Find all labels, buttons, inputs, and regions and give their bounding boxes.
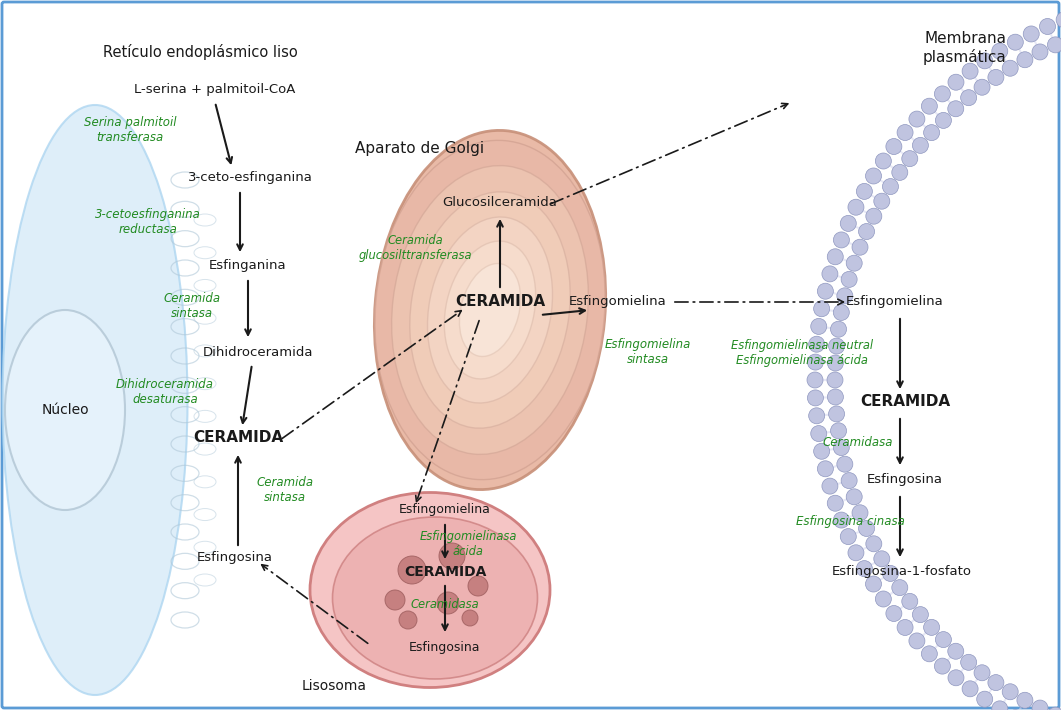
Text: Dihidroceramida: Dihidroceramida [203,346,313,359]
Text: Esfingosina: Esfingosina [197,552,273,564]
Circle shape [856,183,872,200]
Circle shape [1047,37,1061,53]
Circle shape [875,153,891,169]
Circle shape [817,461,833,477]
Circle shape [947,75,964,90]
Circle shape [817,283,833,299]
Circle shape [808,337,824,352]
Circle shape [909,111,925,127]
Circle shape [468,576,488,596]
Text: Esfingomielina: Esfingomielina [569,295,667,309]
Text: Esfingomielinasa neutral
Esfingomielinasa ácida: Esfingomielinasa neutral Esfingomielinas… [731,339,873,367]
Circle shape [947,670,964,686]
Circle shape [831,321,847,337]
Circle shape [837,288,853,304]
Text: Retículo endoplásmico liso: Retículo endoplásmico liso [103,44,297,60]
Circle shape [924,125,940,141]
Circle shape [988,674,1004,691]
Text: Lisosoma: Lisosoma [301,679,366,693]
Circle shape [892,165,908,180]
Text: Aparato de Golgi: Aparato de Golgi [355,141,485,155]
Circle shape [935,86,951,102]
Circle shape [841,473,857,488]
Circle shape [814,443,830,459]
Text: Ceramida
sintasa: Ceramida sintasa [257,476,314,504]
Circle shape [858,224,874,239]
Text: CERAMIDA: CERAMIDA [193,430,283,445]
Text: Esfingosina cinasa: Esfingosina cinasa [796,515,904,528]
Circle shape [831,422,847,439]
Text: 3-cetoesfinganina
reductasa: 3-cetoesfinganina reductasa [95,208,201,236]
Circle shape [936,112,952,129]
Circle shape [935,658,951,674]
Text: Esfingomielina: Esfingomielina [846,295,944,309]
Ellipse shape [392,165,589,454]
Circle shape [840,528,856,545]
Circle shape [833,512,850,528]
Circle shape [807,354,823,370]
Circle shape [1032,700,1048,710]
Text: L-serina + palmitoil-CoA: L-serina + palmitoil-CoA [135,84,296,97]
Text: Esfingomielina
sintasa: Esfingomielina sintasa [605,338,691,366]
Ellipse shape [332,517,538,679]
Text: Esfingomielina: Esfingomielina [399,503,491,516]
Circle shape [892,579,908,596]
Circle shape [1023,26,1039,42]
Circle shape [811,425,827,442]
Circle shape [837,456,853,472]
Circle shape [1056,12,1061,28]
Text: Ceramidasa: Ceramidasa [822,435,893,449]
Text: Serina palmitoil
transferasa: Serina palmitoil transferasa [84,116,176,144]
Circle shape [822,266,838,282]
Circle shape [808,408,824,424]
Circle shape [1007,34,1023,50]
Circle shape [1003,60,1019,76]
Ellipse shape [310,493,550,687]
Circle shape [962,681,978,697]
Circle shape [807,390,823,406]
Circle shape [822,478,838,494]
Circle shape [437,592,459,614]
Circle shape [936,632,952,648]
Circle shape [1016,52,1033,67]
Circle shape [828,495,843,511]
Circle shape [858,520,874,537]
Ellipse shape [375,141,606,480]
Circle shape [897,124,914,141]
Ellipse shape [2,105,188,695]
Circle shape [947,101,963,116]
Circle shape [828,389,843,405]
Circle shape [912,137,928,153]
Text: CERAMIDA: CERAMIDA [455,295,545,310]
Circle shape [866,168,882,184]
Circle shape [814,301,830,317]
Circle shape [847,488,863,505]
Circle shape [841,271,857,288]
Circle shape [921,646,937,662]
Circle shape [912,606,928,623]
Circle shape [866,536,882,552]
Circle shape [909,633,925,649]
Text: CERAMIDA: CERAMIDA [859,395,950,410]
Text: Núcleo: Núcleo [41,403,89,417]
Text: Esfingomielinasa
ácida: Esfingomielinasa ácida [419,530,517,558]
Circle shape [866,208,882,224]
Circle shape [962,63,978,80]
Ellipse shape [428,217,553,403]
Circle shape [840,215,856,231]
Circle shape [1016,692,1033,709]
Circle shape [1047,707,1061,710]
Circle shape [856,561,872,577]
Circle shape [886,606,902,621]
Circle shape [852,239,868,255]
Circle shape [833,232,850,248]
Circle shape [883,179,899,195]
Circle shape [852,505,868,520]
Ellipse shape [445,241,536,379]
Circle shape [828,355,843,371]
Circle shape [874,193,890,209]
Circle shape [398,556,427,584]
Circle shape [974,665,990,681]
Circle shape [874,551,890,567]
